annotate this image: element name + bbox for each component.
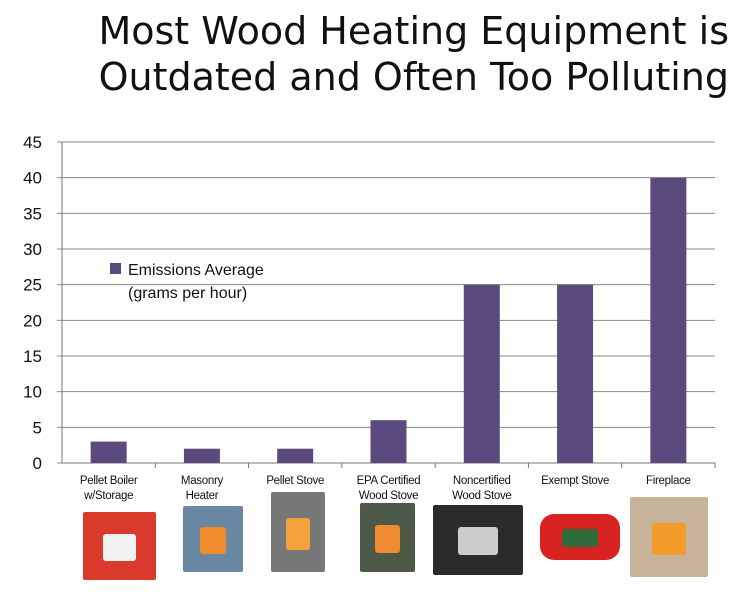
bar	[370, 420, 407, 463]
x-tick-label: Pellet Boiler w/Storage	[80, 475, 138, 502]
pellet-boiler-photo	[83, 512, 156, 580]
bar	[90, 441, 127, 463]
x-tick-label: EPA Certified Wood Stove	[357, 475, 421, 502]
y-tick-label: 25	[23, 276, 42, 295]
title-line-2: Outdated and Often Too Polluting	[98, 55, 729, 99]
exempt-stove-photo	[540, 514, 620, 560]
photo-detail	[375, 525, 400, 553]
photo-detail	[199, 527, 227, 554]
masonry-heater-photo	[183, 506, 243, 572]
noncertified-wood-stove-photo	[433, 505, 523, 575]
y-tick-label: 40	[23, 169, 42, 188]
x-tick-label: Pellet Stove	[266, 475, 324, 487]
chart-title: Most Wood Heating Equipment is Outdated …	[0, 8, 741, 100]
bar	[183, 448, 220, 463]
title-line-1: Most Wood Heating Equipment is	[98, 9, 729, 53]
fireplace-photo	[630, 497, 708, 577]
bar	[463, 284, 500, 463]
y-tick-label: 30	[23, 240, 42, 259]
epa-wood-stove-photo	[360, 503, 415, 572]
bar	[277, 448, 314, 463]
x-tick-label: Fireplace	[646, 475, 691, 487]
y-tick-label: 10	[23, 383, 42, 402]
photo-detail	[562, 528, 598, 548]
y-tick-label: 45	[23, 133, 42, 152]
y-tick-label: 15	[23, 347, 42, 366]
legend-label: Emissions Average (grams per hour)	[128, 262, 264, 302]
photo-detail	[651, 522, 687, 555]
legend-swatch	[110, 263, 121, 274]
x-tick-label: Exempt Stove	[541, 475, 609, 487]
bar	[650, 177, 687, 463]
y-tick-label: 20	[23, 311, 42, 330]
photo-detail	[458, 527, 498, 556]
photo-detail	[103, 533, 136, 561]
bar	[557, 284, 594, 463]
y-tick-label: 0	[33, 454, 42, 473]
y-tick-label: 35	[23, 204, 42, 223]
pellet-stove-photo	[271, 492, 325, 572]
y-tick-label: 5	[33, 418, 42, 437]
x-tick-label: Noncertified Wood Stove	[452, 475, 511, 502]
x-tick-label: Masonry Heater	[181, 475, 224, 502]
photo-detail	[286, 517, 310, 550]
